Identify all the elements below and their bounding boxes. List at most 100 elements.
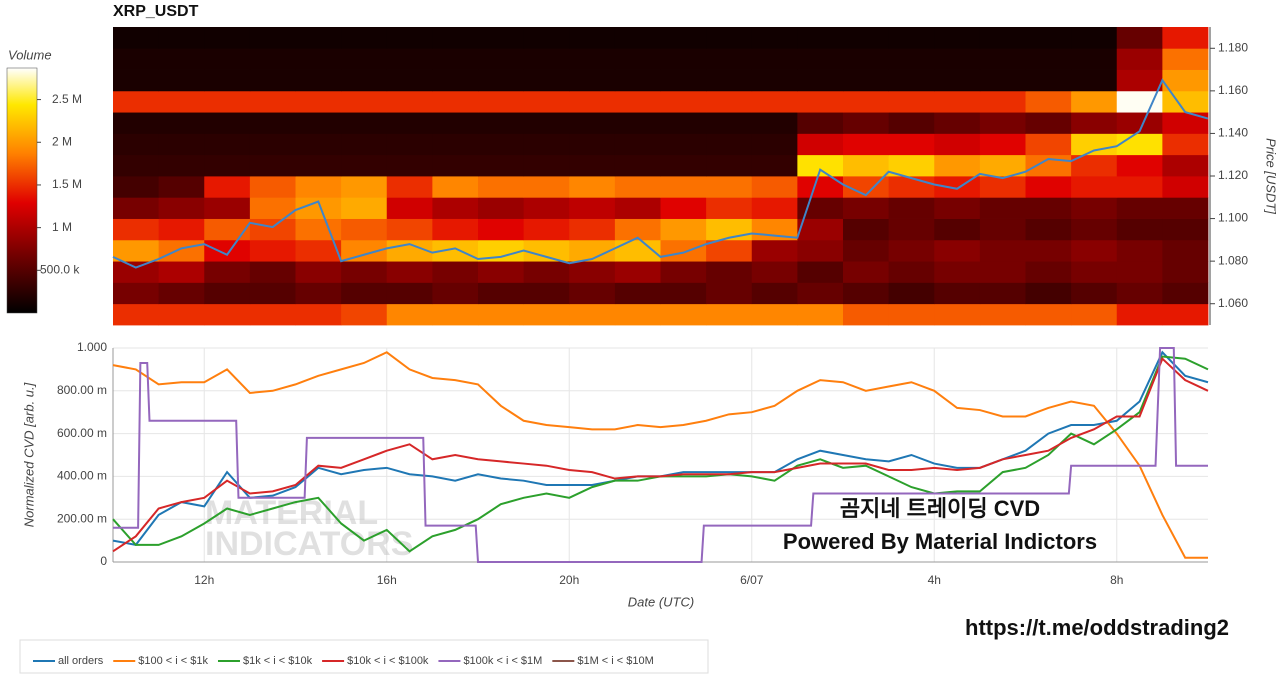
legend-label[interactable]: $100k < i < $1M [463,655,542,667]
heat-cell [1116,176,1163,198]
heat-cell [660,303,707,326]
heat-cell [113,48,160,70]
heat-cell [386,197,433,219]
heat-cell [1071,282,1118,305]
heat-cell [979,112,1026,134]
heat-cell [1116,303,1163,326]
heat-cell [614,133,661,156]
y-tick-label: 600.00 m [57,426,107,440]
heat-cell [843,176,890,198]
heat-cell [1162,133,1209,156]
heat-cell [979,27,1026,49]
heat-cell [843,133,890,156]
colorbar-tick-label: 2.5 M [52,92,82,106]
heat-cell [295,27,342,49]
heat-cell [1162,112,1209,134]
heat-cell [523,176,570,198]
heat-cell [341,218,388,241]
heat-cell [249,239,296,262]
heat-cell [706,112,753,134]
heat-cell [979,282,1026,305]
heat-cell [614,303,661,326]
heat-cell [1116,261,1163,283]
heat-cell [1025,218,1072,241]
heat-cell [751,282,798,305]
heat-cell [843,27,890,49]
heat-cell [523,133,570,156]
legend-label[interactable]: all orders [58,655,104,667]
colorbar [6,67,38,314]
legend-item[interactable]: $1k < i < $10k [217,655,313,667]
heat-cell [569,261,616,283]
heat-cell [934,133,981,156]
heat-cell [751,239,798,262]
heat-cell [432,261,479,283]
heat-cell [1071,69,1118,92]
heat-cell [660,48,707,70]
heat-cell [843,282,890,305]
heat-cell [249,197,296,219]
heat-cell [751,197,798,219]
heat-cell [614,239,661,262]
heat-cell [706,197,753,219]
x-tick-label: 6/07 [740,573,764,587]
heat-cell [569,282,616,305]
heat-cell [523,218,570,241]
heat-cell [113,69,160,92]
y-tick-label: 1.060 [1218,296,1248,310]
heat-cell [113,261,160,283]
legend-item[interactable]: all orders [33,655,104,667]
heat-cell [341,90,388,113]
heat-cell [204,48,251,70]
heat-cell [751,133,798,156]
heat-cell [797,303,844,326]
heat-cell [341,261,388,283]
heat-cell [432,154,479,177]
heat-cell [295,239,342,262]
heat-cell [386,112,433,134]
heat-cell [158,154,205,177]
heat-cell [113,133,160,156]
legend-label[interactable]: $1M < i < $10M [577,655,653,667]
heat-cell [204,239,251,262]
heat-cell [1025,197,1072,219]
heat-cell [934,48,981,70]
heat-cell [888,176,935,198]
heat-cell [751,303,798,326]
heat-cell [341,133,388,156]
heat-cell [249,69,296,92]
heat-cell [706,90,753,113]
heat-cell [158,48,205,70]
heat-cell [569,48,616,70]
heat-cell [158,69,205,92]
legend-label[interactable]: $100 < i < $1k [138,655,208,667]
heat-cell [1116,48,1163,70]
heat-cell [979,90,1026,113]
legend-item[interactable]: $100k < i < $1M [438,655,542,667]
legend-label[interactable]: $10k < i < $100k [347,655,429,667]
legend-label[interactable]: $1k < i < $10k [243,655,313,667]
legend-item[interactable]: $1M < i < $10M [552,655,654,667]
heat-cell [341,239,388,262]
heat-cell [249,218,296,241]
heat-cell [1162,48,1209,70]
heat-cell [1071,112,1118,134]
heat-cell [1071,218,1118,241]
heat-cell [1025,69,1072,92]
heat-cell [1071,261,1118,283]
heat-cell [1116,282,1163,305]
heat-cell [432,69,479,92]
heat-cell [523,239,570,262]
legend-item[interactable]: $10k < i < $100k [322,655,429,667]
heat-cell [1025,90,1072,113]
heat-cell [113,90,160,113]
heat-cell [614,197,661,219]
heat-cell [1025,133,1072,156]
heat-cell [386,90,433,113]
legend-item[interactable]: $100 < i < $1k [113,655,208,667]
heat-cell [523,48,570,70]
heat-cell [523,197,570,219]
heat-cell [295,48,342,70]
heat-cell [797,27,844,49]
heat-cell [158,218,205,241]
